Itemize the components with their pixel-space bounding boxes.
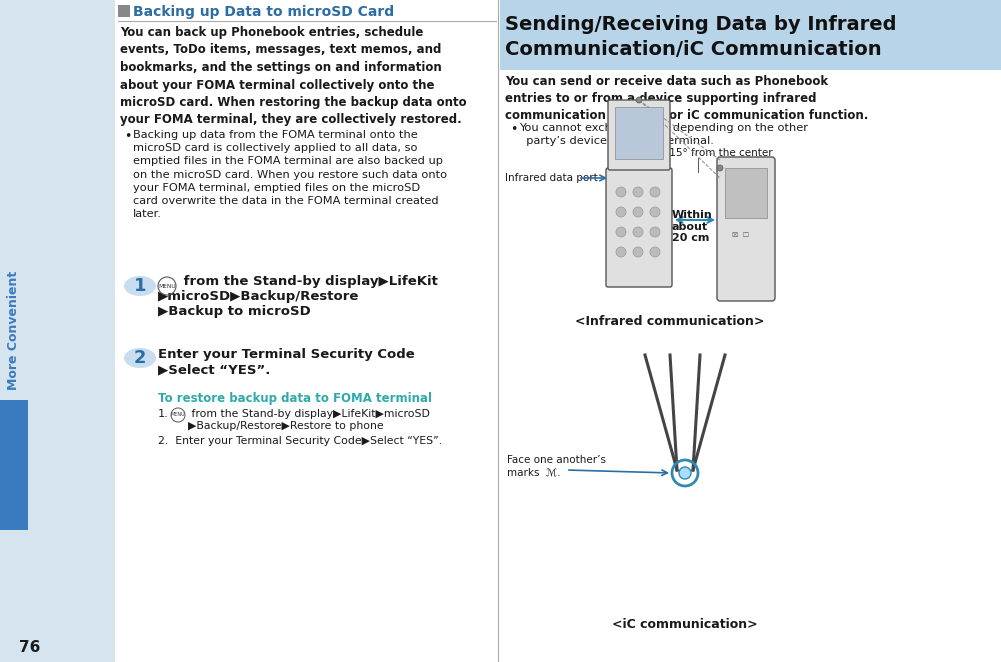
Text: ▶Backup/Restore▶Restore to phone: ▶Backup/Restore▶Restore to phone	[188, 421, 383, 431]
Text: marks  ℳ.: marks ℳ.	[507, 467, 561, 477]
Text: Backing up Data to microSD Card: Backing up Data to microSD Card	[133, 5, 394, 19]
Text: MENU: MENU	[158, 283, 176, 289]
Circle shape	[616, 207, 626, 217]
Text: •: •	[124, 130, 131, 143]
Bar	[0, 400, 28, 530]
Text: 2.  Enter your Terminal Security Code▶Select “YES”.: 2. Enter your Terminal Security Code▶Sel…	[158, 436, 442, 446]
Circle shape	[633, 207, 643, 217]
Text: •: •	[510, 123, 518, 136]
Text: Enter your Terminal Security Code: Enter your Terminal Security Code	[158, 348, 414, 361]
Bar	[615, 107, 663, 159]
Circle shape	[633, 227, 643, 237]
Text: 76: 76	[19, 641, 41, 655]
Bar	[725, 168, 767, 218]
Text: You can send or receive data such as Phonebook
entries to or from a device suppo: You can send or receive data such as Pho…	[505, 75, 869, 122]
Circle shape	[650, 227, 660, 237]
Text: MENU: MENU	[171, 412, 185, 418]
Circle shape	[616, 187, 626, 197]
Circle shape	[616, 247, 626, 257]
Text: <iC communication>: <iC communication>	[613, 618, 758, 631]
Text: 1: 1	[134, 277, 146, 295]
Text: More Convenient: More Convenient	[7, 270, 20, 390]
Circle shape	[650, 187, 660, 197]
Circle shape	[636, 97, 642, 103]
Text: from the Stand-by display▶LifeKit: from the Stand-by display▶LifeKit	[179, 275, 437, 288]
Text: ▶microSD▶Backup/Restore: ▶microSD▶Backup/Restore	[158, 290, 359, 303]
Circle shape	[717, 165, 723, 171]
FancyBboxPatch shape	[606, 168, 672, 287]
Text: Sending/Receiving Data by Infrared: Sending/Receiving Data by Infrared	[505, 15, 897, 34]
Ellipse shape	[124, 348, 156, 368]
Bar	[118, 5, 130, 17]
Circle shape	[633, 187, 643, 197]
Text: Backing up data from the FOMA terminal onto the
microSD card is collectively app: Backing up data from the FOMA terminal o…	[133, 130, 447, 219]
FancyBboxPatch shape	[608, 100, 670, 170]
Text: 1.: 1.	[158, 409, 169, 419]
Text: 2: 2	[134, 349, 146, 367]
Bar	[0, 0, 115, 662]
Text: Communication/iC Communication: Communication/iC Communication	[505, 40, 882, 59]
Text: ▶Backup to microSD: ▶Backup to microSD	[158, 305, 310, 318]
Bar	[500, 0, 1001, 70]
Text: You cannot exchange data depending on the other
  party’s device or FOMA termina: You cannot exchange data depending on th…	[519, 123, 808, 146]
Circle shape	[650, 207, 660, 217]
Circle shape	[616, 227, 626, 237]
Text: ▶Select “YES”.: ▶Select “YES”.	[158, 363, 270, 376]
Text: <Infrared communication>: <Infrared communication>	[576, 315, 765, 328]
Text: from the Stand-by display▶LifeKit▶microSD: from the Stand-by display▶LifeKit▶microS…	[188, 409, 429, 419]
Circle shape	[633, 247, 643, 257]
Text: You can back up Phonebook entries, schedule
events, ToDo items, messages, text m: You can back up Phonebook entries, sched…	[120, 26, 466, 126]
Circle shape	[650, 247, 660, 257]
Text: Face one another’s: Face one another’s	[507, 455, 606, 465]
Ellipse shape	[124, 276, 156, 296]
Text: To restore backup data to FOMA terminal: To restore backup data to FOMA terminal	[158, 392, 432, 405]
Text: Within ±15° from the center: Within ±15° from the center	[624, 148, 773, 158]
Text: Within
about
20 cm: Within about 20 cm	[672, 210, 713, 243]
Circle shape	[679, 467, 691, 479]
Text: Infrared data port: Infrared data port	[505, 173, 598, 183]
FancyBboxPatch shape	[717, 157, 775, 301]
Text: ☒  ☐: ☒ ☐	[732, 232, 749, 238]
